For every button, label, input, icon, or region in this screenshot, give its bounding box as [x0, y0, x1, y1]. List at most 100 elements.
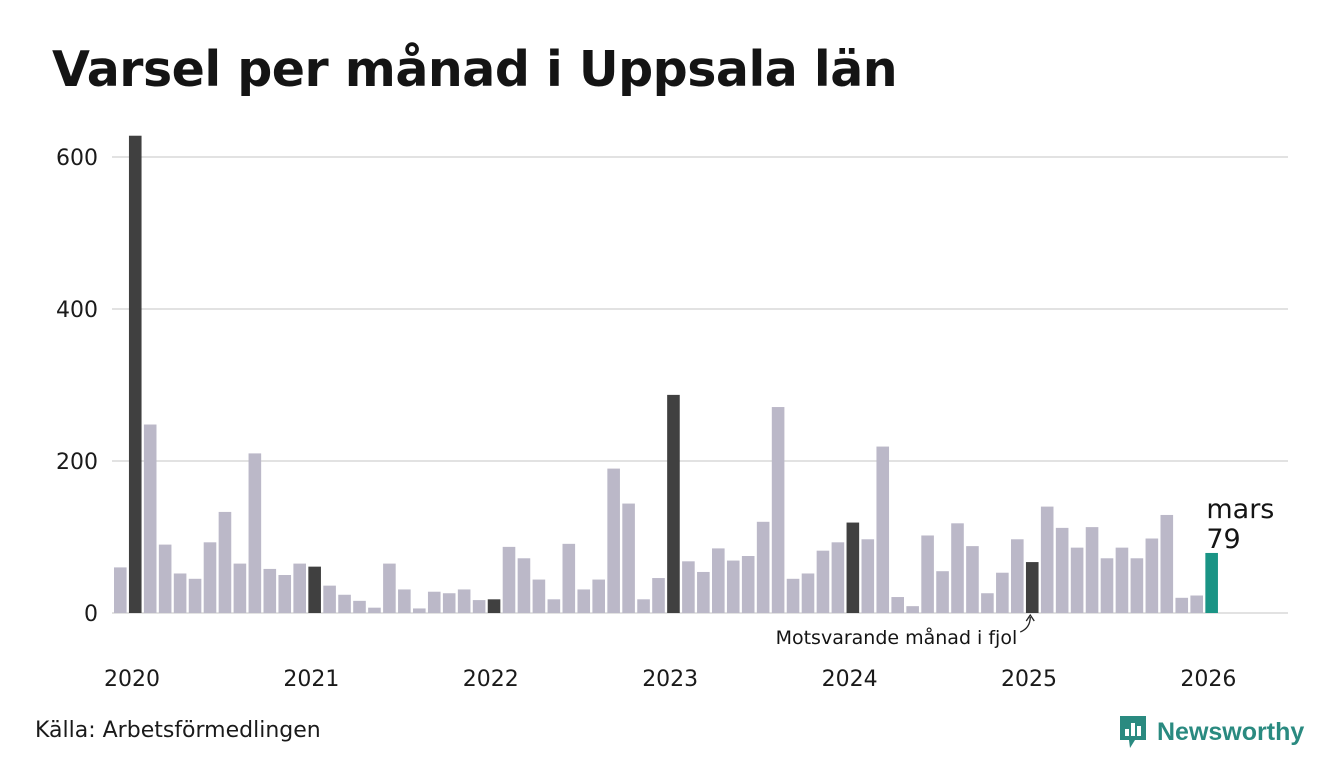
bar	[786, 578, 800, 613]
bar	[1160, 514, 1174, 613]
bar	[1085, 527, 1099, 613]
bar-same-month-last-year	[667, 394, 680, 613]
bar	[293, 563, 306, 613]
bar-same-month-last-year	[1025, 562, 1039, 613]
x-axis: 2020 2021 2022 2023 2024 2025 2026	[104, 667, 1236, 692]
annotation-text: Motsvarande månad i fjol	[776, 626, 1018, 649]
bar	[697, 571, 710, 613]
highlight-value-label: 79	[1206, 524, 1240, 555]
bar	[996, 572, 1009, 613]
bar	[607, 468, 620, 613]
bar	[1011, 539, 1024, 613]
bar	[652, 578, 665, 613]
bar	[936, 571, 949, 613]
x-tick-label: 2026	[1180, 667, 1236, 692]
bar	[368, 607, 381, 613]
bar	[353, 600, 366, 613]
bar-current-month	[1205, 552, 1218, 613]
bar	[592, 579, 605, 613]
bar	[502, 546, 516, 613]
bar	[906, 606, 919, 613]
y-tick-label: 200	[56, 450, 98, 475]
bar	[1145, 538, 1159, 613]
y-axis: 0 200 400 600	[56, 146, 98, 627]
bar	[891, 597, 904, 613]
x-tick-label: 2020	[104, 667, 160, 692]
annotation-arrowhead	[1025, 613, 1035, 622]
bar	[1055, 527, 1069, 613]
bar	[951, 523, 964, 613]
grid-layer	[112, 156, 1288, 614]
bar	[637, 599, 650, 613]
bar	[427, 591, 441, 613]
newsworthy-logo-icon	[1120, 716, 1146, 748]
x-tick-label: 2022	[463, 667, 519, 692]
bar	[1115, 547, 1129, 613]
y-tick-label: 600	[56, 146, 98, 171]
bar	[413, 608, 426, 613]
source-label: Källa: Arbetsförmedlingen	[35, 718, 321, 743]
bar	[547, 599, 561, 613]
x-tick-label: 2021	[283, 667, 339, 692]
bar	[517, 558, 531, 613]
bar	[726, 560, 740, 613]
bar-same-month-last-year	[308, 566, 321, 613]
bar-same-month-last-year	[128, 135, 142, 613]
bar	[263, 568, 277, 613]
bar	[1190, 595, 1203, 613]
bar	[457, 589, 471, 613]
bar	[188, 578, 202, 613]
bar	[712, 548, 725, 613]
bar	[801, 573, 815, 613]
bar	[338, 594, 351, 613]
chart-title: Varsel per månad i Uppsala län	[52, 41, 898, 98]
bar	[532, 579, 546, 613]
x-tick-label: 2023	[642, 667, 698, 692]
brand[interactable]: Newsworthy	[1118, 712, 1304, 752]
bar	[577, 589, 591, 613]
bar	[1100, 558, 1114, 613]
bar	[981, 593, 994, 613]
x-tick-label: 2025	[1001, 667, 1057, 692]
bar	[816, 550, 830, 613]
bar	[741, 556, 755, 613]
bar	[562, 543, 576, 613]
bar	[622, 503, 635, 613]
bar-same-month-last-year	[487, 599, 501, 613]
bar	[756, 521, 770, 613]
bar	[1040, 506, 1054, 613]
bar	[114, 567, 127, 613]
bar	[143, 424, 157, 613]
y-tick-label: 0	[84, 602, 98, 627]
bar	[233, 563, 247, 613]
bar-series	[114, 135, 1218, 613]
bar	[248, 453, 262, 613]
bar	[173, 573, 187, 613]
bar	[398, 589, 411, 613]
bar	[158, 544, 172, 613]
brand-name: Newsworthy	[1157, 717, 1305, 746]
bar	[876, 446, 890, 613]
bar	[203, 542, 217, 613]
bar	[831, 542, 845, 613]
bar	[921, 535, 934, 613]
bar	[442, 593, 456, 613]
bar	[323, 585, 336, 613]
y-tick-label: 400	[56, 298, 98, 323]
annotation-arrow	[1019, 616, 1031, 633]
bar	[1175, 597, 1189, 613]
bar	[1130, 558, 1144, 613]
bar	[771, 407, 785, 613]
bar-same-month-last-year	[846, 522, 860, 613]
bar	[861, 539, 875, 613]
bar	[1070, 547, 1084, 613]
bar	[472, 600, 486, 613]
x-tick-label: 2024	[822, 667, 878, 692]
bar	[682, 561, 695, 613]
highlight-month-label: mars	[1206, 494, 1274, 525]
bar	[278, 575, 292, 613]
bar	[218, 511, 232, 613]
